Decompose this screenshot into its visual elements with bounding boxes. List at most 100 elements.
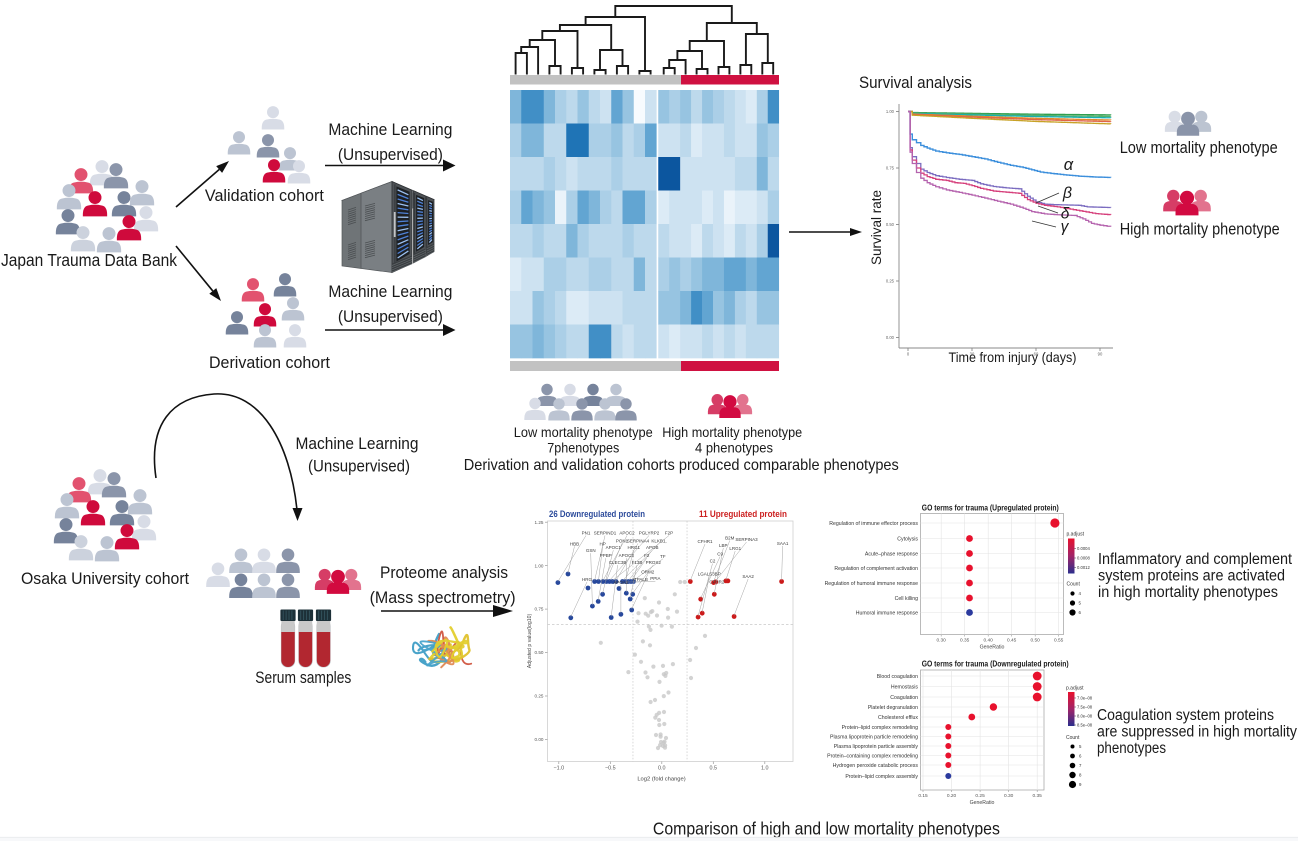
- svg-text:Regulation of immune effector: Regulation of immune effector process: [829, 521, 918, 527]
- svg-text:Acute–phase response: Acute–phase response: [865, 551, 918, 557]
- svg-text:(Unsupervised): (Unsupervised): [338, 308, 443, 326]
- svg-text:APOC2: APOC2: [619, 531, 635, 536]
- svg-text:8.0e–08: 8.0e–08: [1077, 714, 1093, 719]
- svg-text:0.0012: 0.0012: [1077, 565, 1090, 570]
- svg-text:0.50: 0.50: [1031, 638, 1041, 644]
- svg-text:Humoral immune response: Humoral immune response: [856, 610, 918, 616]
- svg-text:GSN: GSN: [586, 548, 596, 553]
- svg-text:HRG1: HRG1: [628, 545, 641, 550]
- svg-text:0.25: 0.25: [535, 694, 544, 699]
- svg-text:HP: HP: [599, 542, 605, 547]
- svg-text:0.5: 0.5: [710, 766, 718, 772]
- svg-text:β: β: [1062, 185, 1072, 202]
- svg-text:0.45: 0.45: [1007, 638, 1017, 644]
- svg-text:Low mortality phenotype: Low mortality phenotype: [1120, 139, 1278, 157]
- svg-text:0: 0: [907, 352, 910, 357]
- svg-text:Cytolysis: Cytolysis: [897, 536, 918, 542]
- svg-text:9: 9: [1079, 782, 1082, 787]
- svg-text:0.35: 0.35: [960, 638, 970, 644]
- svg-text:Count: Count: [1066, 735, 1080, 741]
- svg-text:0.00: 0.00: [886, 335, 895, 340]
- svg-text:SERPIND1: SERPIND1: [594, 531, 617, 536]
- svg-text:90: 90: [1098, 352, 1103, 357]
- svg-text:Platelet degranulation: Platelet degranulation: [868, 705, 918, 711]
- svg-text:KLKB1,: KLKB1,: [651, 539, 666, 544]
- svg-text:p.adjust: p.adjust: [1066, 686, 1084, 692]
- svg-text:−1.0: −1.0: [553, 766, 564, 772]
- svg-text:Survival analysis: Survival analysis: [859, 74, 972, 92]
- svg-text:8: 8: [1079, 773, 1082, 778]
- svg-text:26 Downregulated protein: 26 Downregulated protein: [549, 509, 645, 519]
- svg-text:F2: F2: [644, 553, 650, 558]
- svg-text:Machine Learning: Machine Learning: [328, 121, 452, 139]
- svg-text:PGLYRP2: PGLYRP2: [639, 531, 660, 536]
- svg-text:Protein–lipid complex assembly: Protein–lipid complex assembly: [845, 774, 918, 780]
- svg-text:TF: TF: [660, 554, 666, 559]
- svg-text:Plasma lipoprotein particle re: Plasma lipoprotein particle remodeling: [830, 734, 918, 740]
- svg-text:APOB: APOB: [646, 545, 659, 550]
- svg-text:0.25: 0.25: [975, 793, 985, 799]
- svg-text:Derivation and validation coho: Derivation and validation cohorts produc…: [464, 457, 899, 474]
- svg-text:0.00: 0.00: [535, 737, 544, 742]
- svg-text:30: 30: [970, 352, 975, 357]
- svg-text:APOC1: APOC1: [606, 545, 622, 550]
- svg-text:PON1: PON1: [616, 539, 629, 544]
- svg-text:APOC3: APOC3: [619, 553, 635, 558]
- svg-text:(Mass spectrometry): (Mass spectrometry): [370, 589, 516, 607]
- svg-text:are suppressed in high mortali: are suppressed in high mortality: [1097, 724, 1297, 741]
- svg-text:0.30: 0.30: [937, 638, 947, 644]
- svg-text:p.adjust: p.adjust: [1067, 532, 1085, 538]
- svg-text:Log2 (fold change): Log2 (fold change): [637, 777, 685, 783]
- svg-text:phenotypes: phenotypes: [1097, 740, 1166, 757]
- svg-text:GeneRatio: GeneRatio: [980, 645, 1005, 651]
- svg-text:Japan Trauma Data Bank: Japan Trauma Data Bank: [1, 250, 177, 270]
- svg-text:0.15: 0.15: [918, 793, 928, 799]
- svg-text:6: 6: [1079, 754, 1082, 759]
- svg-text:PROX2: PROX2: [646, 560, 662, 565]
- svg-text:Cell killing: Cell killing: [895, 596, 918, 602]
- svg-text:Protein–lipid complex remodeli: Protein–lipid complex remodeling: [842, 725, 919, 731]
- svg-text:HRG: HRG: [582, 577, 592, 582]
- svg-text:Count: Count: [1067, 582, 1081, 588]
- svg-text:Time from injury (days): Time from injury (days): [949, 349, 1077, 365]
- svg-text:SAA1: SAA1: [777, 541, 789, 546]
- svg-text:Coagulation system proteins: Coagulation system proteins: [1097, 707, 1274, 724]
- svg-text:LBP: LBP: [719, 543, 728, 548]
- svg-text:Serum samples: Serum samples: [255, 669, 351, 687]
- svg-text:PPBP: PPBP: [600, 553, 612, 558]
- svg-text:α: α: [1064, 156, 1074, 174]
- svg-text:High mortality phenotype: High mortality phenotype: [662, 424, 802, 440]
- svg-text:1.00: 1.00: [886, 109, 895, 114]
- svg-text:CLEC3B: CLEC3B: [609, 560, 627, 565]
- svg-text:C2: C2: [710, 559, 716, 564]
- svg-text:Low mortality phenotype: Low mortality phenotype: [514, 424, 653, 440]
- svg-text:GO terms for trauma (Downregul: GO terms for trauma (Downregulated prote…: [922, 660, 1069, 669]
- svg-text:−0.5: −0.5: [605, 766, 616, 772]
- svg-text:Hydrogen peroxide catabolic pr: Hydrogen peroxide catabolic process: [833, 763, 919, 769]
- svg-text:5: 5: [1079, 601, 1082, 606]
- svg-text:LGALS3BP: LGALS3BP: [698, 572, 721, 577]
- svg-text:4: 4: [1079, 591, 1082, 596]
- svg-text:6: 6: [1079, 610, 1082, 615]
- svg-text:4 phenotypes: 4 phenotypes: [695, 440, 773, 456]
- svg-text:CFHR2: CFHR2: [709, 580, 724, 585]
- svg-text:LRG1: LRG1: [729, 546, 741, 551]
- svg-text:7phenotypes: 7phenotypes: [547, 440, 619, 456]
- svg-text:8.5e–08: 8.5e–08: [1077, 723, 1093, 728]
- svg-text:Machine Learning: Machine Learning: [296, 435, 419, 453]
- svg-text:GeneRatio: GeneRatio: [970, 800, 995, 806]
- svg-text:in high mortality phenotypes: in high mortality phenotypes: [1098, 584, 1278, 601]
- svg-text:GO terms for trauma (Upregulat: GO terms for trauma (Upregulated protein…: [922, 504, 1059, 513]
- svg-text:7.5e–08: 7.5e–08: [1077, 705, 1093, 710]
- svg-text:B2M: B2M: [725, 536, 735, 541]
- svg-text:Machine Learning: Machine Learning: [328, 283, 452, 301]
- svg-text:0.75: 0.75: [535, 607, 544, 612]
- svg-text:Hemostasis: Hemostasis: [891, 684, 919, 690]
- svg-text:0.50: 0.50: [886, 222, 895, 227]
- svg-text:SAA2: SAA2: [742, 574, 754, 579]
- svg-text:δ: δ: [1061, 206, 1070, 223]
- svg-text:Derivation cohort: Derivation cohort: [209, 354, 330, 372]
- svg-text:0.25: 0.25: [886, 279, 895, 284]
- svg-text:SERPINA4: SERPINA4: [627, 539, 650, 544]
- svg-text:0.0: 0.0: [658, 766, 666, 772]
